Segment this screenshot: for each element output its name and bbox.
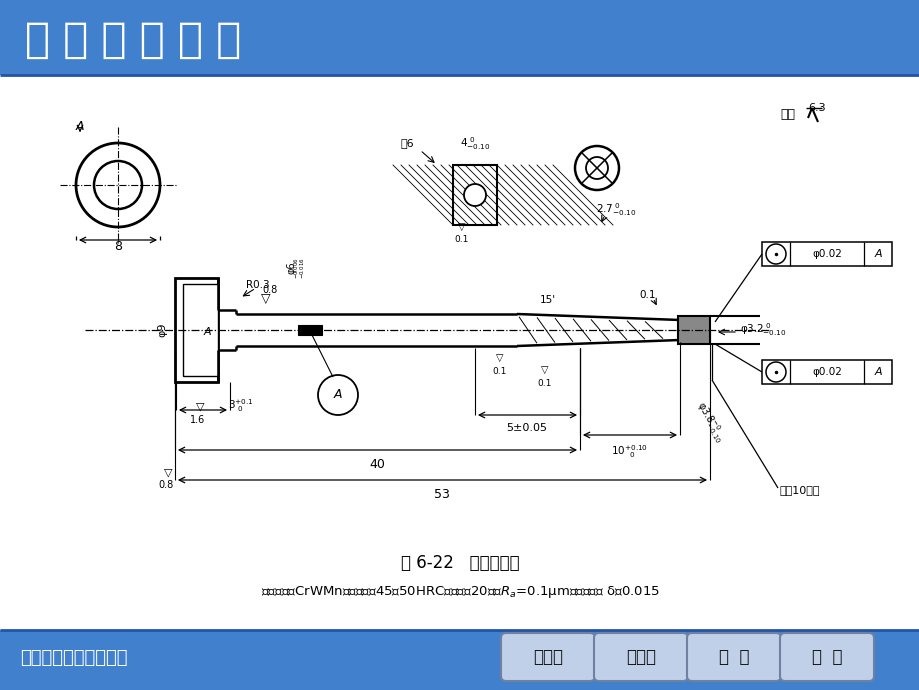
Text: ▽: ▽	[196, 401, 204, 411]
Circle shape	[318, 375, 357, 415]
Circle shape	[766, 244, 785, 264]
Text: φ3.8$^{-0}_{-0.10}$: φ3.8$^{-0}_{-0.10}$	[691, 399, 728, 445]
Text: ▽: ▽	[164, 467, 172, 477]
Text: 0.1: 0.1	[639, 290, 655, 300]
Text: 图 6-22   塑料模型芯: 图 6-22 塑料模型芯	[401, 554, 518, 572]
Text: A: A	[203, 327, 210, 337]
Text: $4^{\ 0}_{-0.10}$: $4^{\ 0}_{-0.10}$	[460, 135, 490, 152]
Bar	[298, 325, 322, 335]
Circle shape	[766, 362, 785, 382]
Text: φ9: φ9	[157, 323, 167, 337]
Text: 53: 53	[434, 488, 449, 501]
Text: 退  出: 退 出	[718, 648, 748, 666]
Bar	[677, 316, 709, 344]
Circle shape	[574, 146, 618, 190]
Text: $2.7^{\ 0}_{-0.10}$: $2.7^{\ 0}_{-0.10}$	[596, 201, 636, 219]
Text: ▽: ▽	[495, 353, 504, 363]
Text: A: A	[75, 121, 85, 133]
Text: 40: 40	[369, 458, 384, 471]
Text: φ3.2$^{\ 0}_{-0.10}$: φ3.2$^{\ 0}_{-0.10}$	[739, 322, 786, 338]
Text: ▽: ▽	[458, 222, 465, 232]
Text: 下一页: 下一页	[625, 648, 655, 666]
Text: R0.3: R0.3	[246, 280, 269, 290]
Text: 0.8: 0.8	[262, 285, 278, 295]
Text: $10^{+0.10}_{\ \ 0}$: $10^{+0.10}_{\ \ 0}$	[611, 443, 648, 460]
Text: ▽: ▽	[540, 365, 548, 375]
Text: 1.6: 1.6	[190, 415, 206, 425]
Text: 0.1: 0.1	[538, 379, 551, 388]
Circle shape	[463, 184, 485, 206]
Circle shape	[94, 161, 142, 209]
Text: 型芯材料：CrWMn；热处理：45～50HRC；数量：20件；$R_a$=0.1μm；表面镀铬 δ＝0.015: 型芯材料：CrWMn；热处理：45～50HRC；数量：20件；$R_a$=0.1…	[260, 584, 659, 600]
Text: 模 具 制 造 技 术: 模 具 制 造 技 术	[25, 19, 241, 61]
FancyBboxPatch shape	[686, 633, 780, 681]
Text: φ0.02: φ0.02	[811, 367, 841, 377]
FancyBboxPatch shape	[779, 633, 873, 681]
Text: ▽: ▽	[261, 291, 270, 304]
Bar	[0, 630, 919, 690]
Text: 6.3: 6.3	[807, 103, 824, 113]
Text: 0.1: 0.1	[454, 235, 469, 244]
Text: $3^{+0.1}_{\ 0}$: $3^{+0.1}_{\ 0}$	[228, 397, 254, 415]
Text: 安徽机电职业技术学院: 安徽机电职业技术学院	[20, 649, 128, 667]
FancyBboxPatch shape	[501, 633, 595, 681]
Text: $^{-0.006}_{-0.016}$: $^{-0.006}_{-0.016}$	[292, 257, 307, 279]
Bar	[452, 165, 496, 225]
Text: φ0.02: φ0.02	[811, 249, 841, 259]
Text: A: A	[334, 388, 342, 402]
Text: 0.1: 0.1	[493, 367, 506, 376]
Text: A: A	[873, 249, 880, 259]
Circle shape	[585, 157, 607, 179]
Text: 8: 8	[114, 239, 122, 253]
Bar	[761, 242, 891, 266]
Bar	[183, 284, 218, 376]
Text: 与件10齐平: 与件10齐平	[779, 485, 820, 495]
Text: 5±0.05: 5±0.05	[506, 423, 547, 433]
Bar	[0, 0, 919, 75]
Text: 其余: 其余	[779, 108, 794, 121]
Text: φ6: φ6	[287, 262, 297, 275]
Bar	[452, 165, 496, 225]
Text: A: A	[873, 367, 880, 377]
Text: 后  退: 后 退	[811, 648, 841, 666]
Text: 上一页: 上一页	[532, 648, 562, 666]
Bar	[0, 75, 919, 630]
FancyBboxPatch shape	[594, 633, 687, 681]
Bar	[761, 360, 891, 384]
Text: 15': 15'	[539, 295, 555, 305]
Bar	[175, 278, 218, 382]
Text: 0.8: 0.8	[158, 480, 174, 490]
Text: 件6: 件6	[400, 138, 414, 148]
Circle shape	[76, 143, 160, 227]
